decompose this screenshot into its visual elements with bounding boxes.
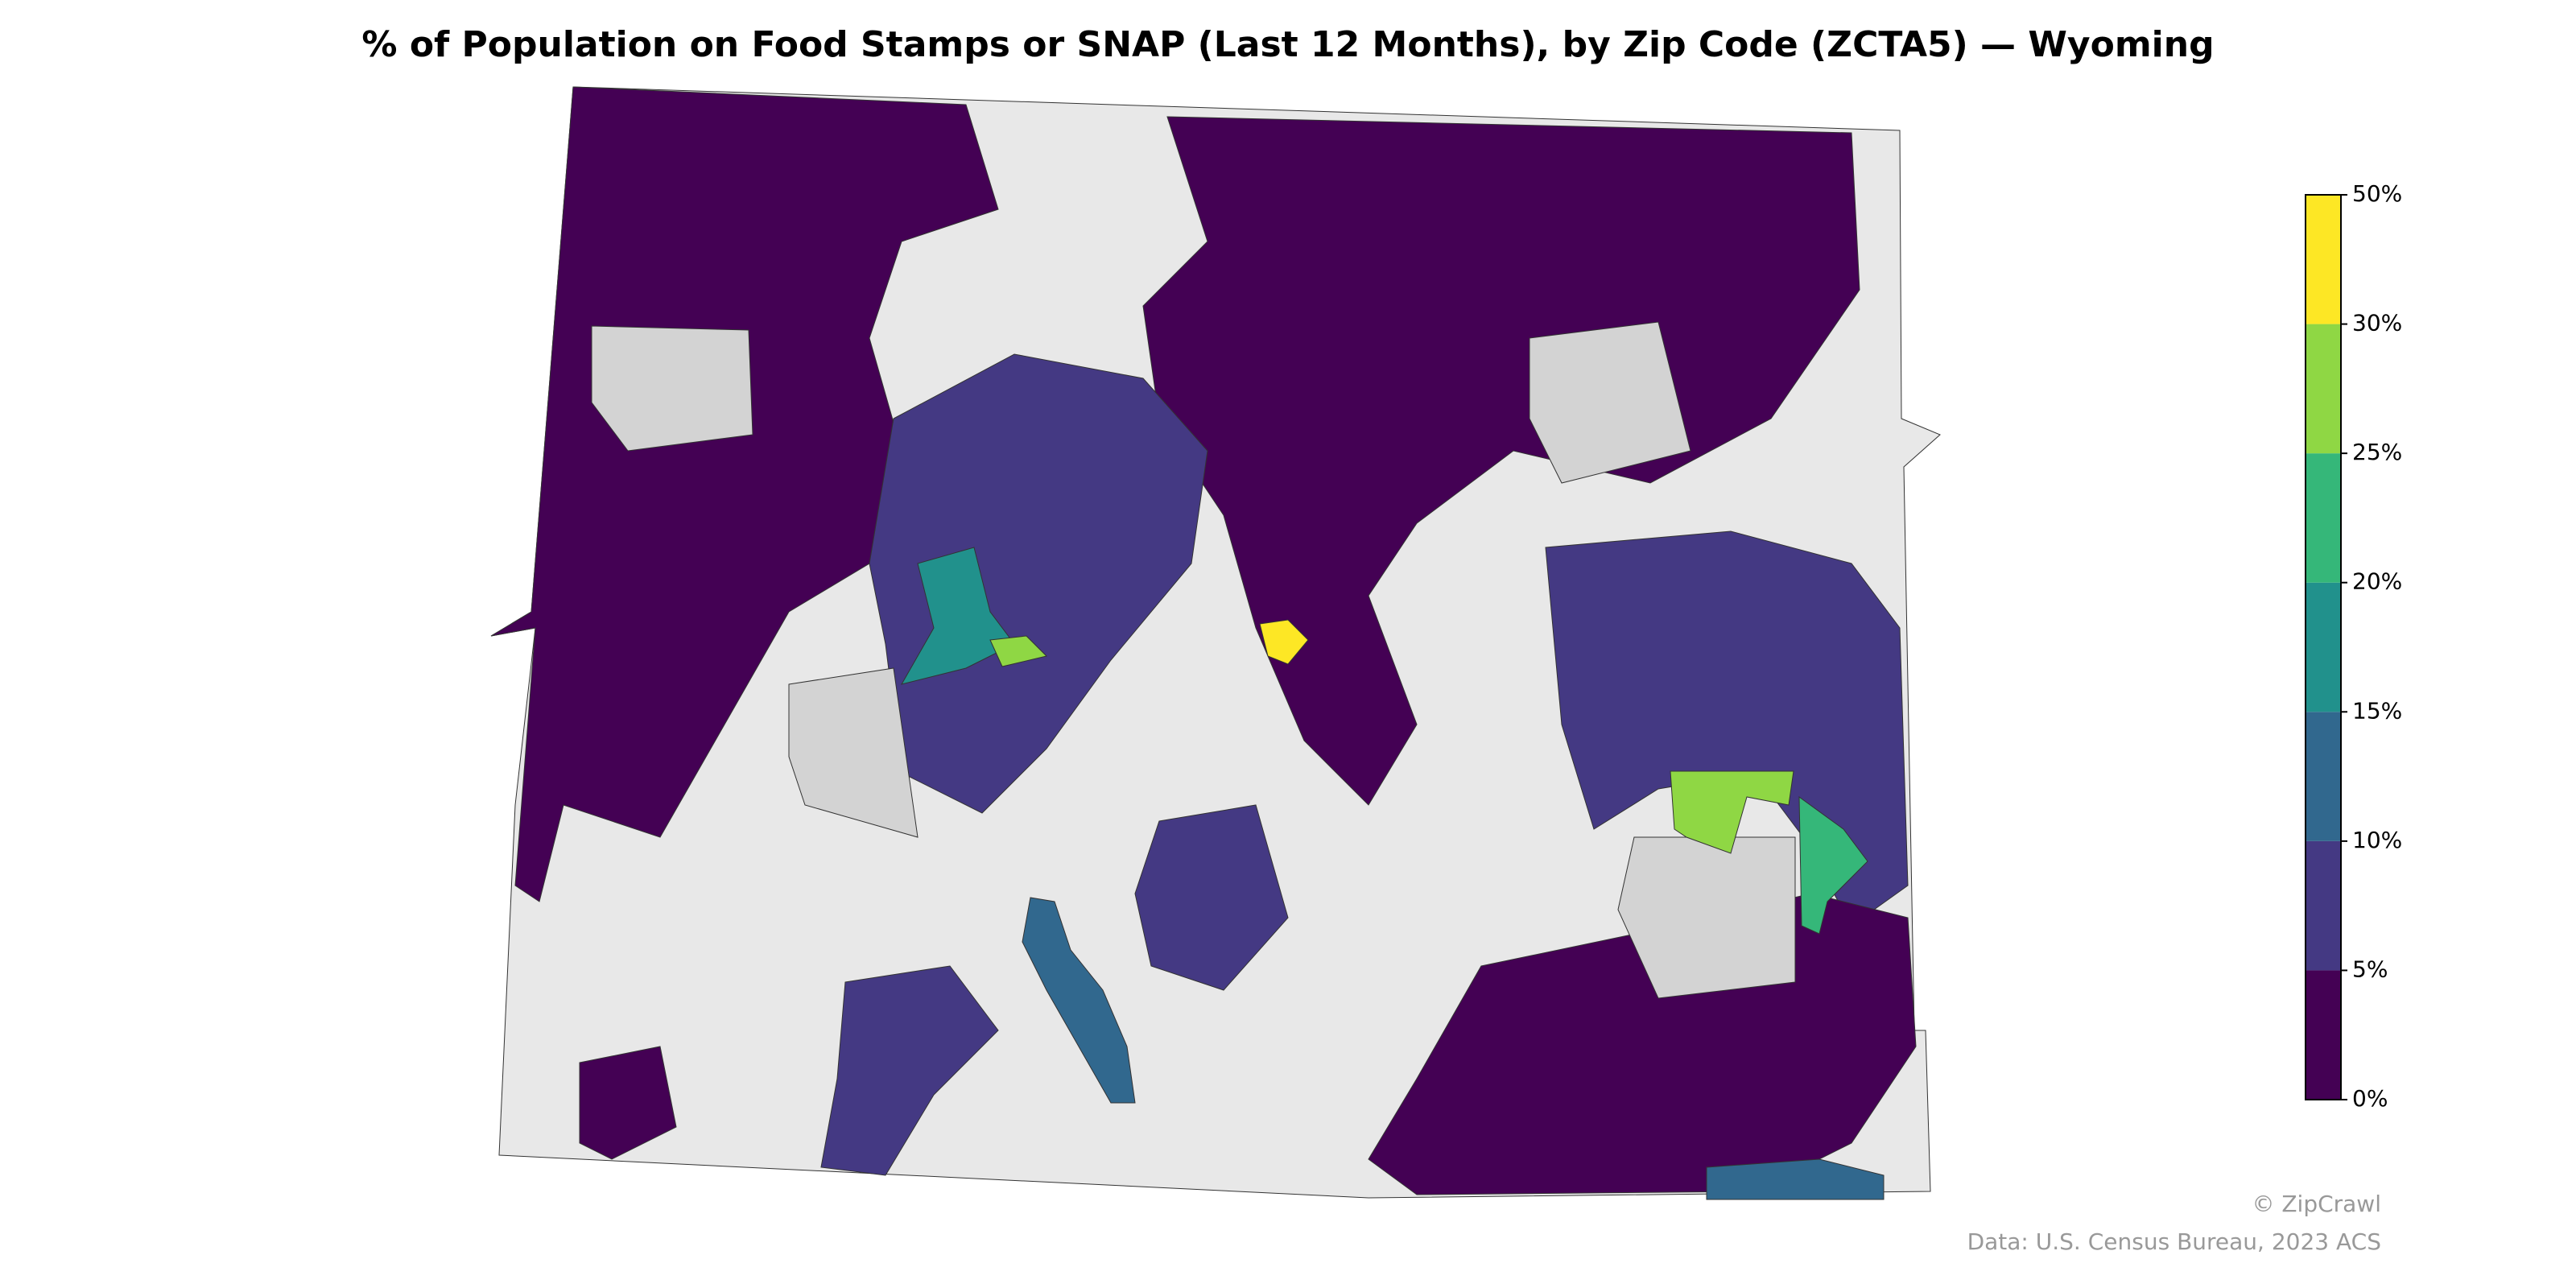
zip-region xyxy=(1798,796,1868,935)
colorbar-tick-label: 10% xyxy=(2352,827,2402,853)
colorbar-tick-label: 50% xyxy=(2352,180,2402,207)
zip-region xyxy=(788,667,919,838)
colorbar-bin xyxy=(2306,712,2341,841)
map-title: % of Population on Food Stamps or SNAP (… xyxy=(361,24,2214,65)
colorbar-bin xyxy=(2306,324,2341,454)
zip-region xyxy=(1670,770,1794,854)
credit: © ZipCrawl xyxy=(2252,1191,2381,1217)
colorbar: 0% 5% 10% 15% 20% 25% 30% 50% xyxy=(2305,180,2402,1112)
zip-region xyxy=(1529,321,1691,484)
credit: Data: U.S. Census Bureau, 2023 ACS xyxy=(1967,1228,2381,1255)
colorbar-bin xyxy=(2306,453,2341,583)
zip-region xyxy=(1259,619,1309,665)
zip-region xyxy=(579,1046,677,1160)
colorbar-bin xyxy=(2306,195,2341,324)
zip-region xyxy=(1142,116,1860,806)
zip-region xyxy=(1617,836,1796,999)
state-map xyxy=(490,86,1941,1200)
zip-region xyxy=(869,353,1208,814)
zip-region xyxy=(1706,1158,1885,1200)
zip-region xyxy=(1134,804,1289,991)
colorbar-tick-label: 15% xyxy=(2352,697,2402,724)
zip-region xyxy=(989,635,1047,667)
colorbar-frame xyxy=(2305,194,2342,1100)
zip-region xyxy=(591,325,753,452)
colorbar-tick-label: 20% xyxy=(2352,568,2402,595)
zip-region xyxy=(900,547,1015,685)
colorbar-bin xyxy=(2306,582,2341,712)
colorbar-bin xyxy=(2306,970,2341,1100)
colorbar-tick-label: 30% xyxy=(2352,310,2402,336)
zip-region xyxy=(1022,897,1136,1104)
zip-region xyxy=(820,965,999,1176)
colorbar-tick-label: 5% xyxy=(2352,956,2388,982)
colorbar-tick-label: 25% xyxy=(2352,439,2402,465)
colorbar-tick-label: 0% xyxy=(2352,1085,2388,1112)
zip-region xyxy=(490,86,999,902)
colorbar-bin xyxy=(2306,840,2341,971)
